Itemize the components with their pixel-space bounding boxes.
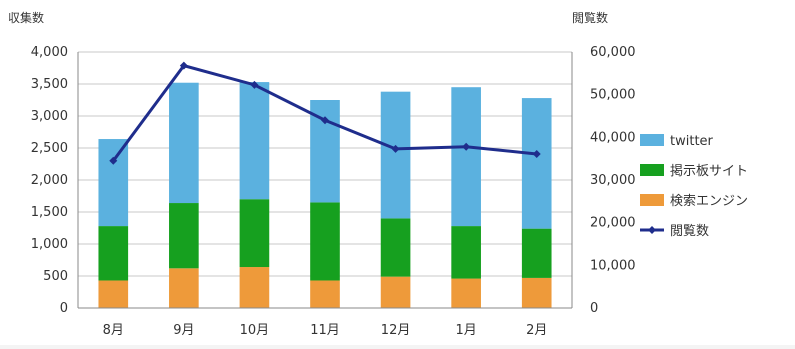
legend-swatch bbox=[640, 164, 664, 176]
bar-segment bbox=[169, 203, 199, 269]
line-point bbox=[179, 61, 188, 70]
category-label: 8月 bbox=[103, 323, 124, 338]
left-tick-label: 4,000 bbox=[31, 45, 68, 60]
bar-segment bbox=[169, 82, 199, 204]
legend-label: 掲示板サイト bbox=[670, 163, 748, 179]
axis-labels: 収集数 閲覧数 bbox=[8, 10, 608, 25]
bar-segment bbox=[521, 98, 552, 229]
line-point bbox=[109, 156, 118, 165]
line-point bbox=[321, 116, 329, 125]
left-tick-label: 3,000 bbox=[31, 109, 68, 124]
legend-swatch bbox=[640, 194, 664, 206]
left-tick-label: 1,500 bbox=[31, 205, 68, 220]
legend-marker bbox=[648, 226, 656, 234]
legend-label: 検索エンジン bbox=[670, 194, 748, 209]
right-tick-label: 40,000 bbox=[590, 130, 636, 145]
stacked-bars bbox=[98, 82, 552, 308]
right-tick-label: 10,000 bbox=[590, 258, 636, 273]
legend-swatch bbox=[640, 134, 664, 146]
bar-segment bbox=[451, 87, 481, 227]
right-tick-label: 0 bbox=[590, 301, 598, 316]
right-tick-label: 50,000 bbox=[590, 88, 636, 103]
bar-segment bbox=[451, 278, 481, 308]
left-tick-label: 1,000 bbox=[31, 237, 68, 252]
category-label: 1月 bbox=[456, 323, 477, 338]
left-axis-title: 収集数 bbox=[8, 10, 44, 25]
view-count-line bbox=[109, 61, 541, 165]
bar-segment bbox=[98, 280, 129, 308]
right-axis-title: 閲覧数 bbox=[572, 10, 608, 25]
bar-segment bbox=[380, 276, 411, 308]
right-tick-label: 30,000 bbox=[590, 173, 636, 188]
bar-segment bbox=[380, 91, 411, 219]
category-label: 11月 bbox=[310, 323, 340, 338]
left-tick-label: 500 bbox=[43, 269, 68, 284]
bar-segment bbox=[380, 218, 411, 277]
left-tick-label: 2,500 bbox=[31, 141, 68, 156]
axes: 0 500 1,000 1,500 2,000 2,500 3,000 3,500 4,000 0… bbox=[31, 45, 636, 338]
bar-segment bbox=[310, 202, 340, 281]
right-tick-label: 60,000 bbox=[590, 45, 636, 60]
line-point bbox=[532, 149, 541, 158]
legend-label: twitter bbox=[670, 134, 714, 149]
left-tick-label: 3,500 bbox=[31, 77, 68, 92]
bar-segment bbox=[521, 228, 552, 278]
category-label: 9月 bbox=[173, 323, 194, 338]
bar-segment bbox=[310, 280, 340, 308]
left-tick-label: 2,000 bbox=[31, 173, 68, 188]
category-label: 10月 bbox=[240, 323, 270, 338]
bar-segment bbox=[98, 139, 129, 227]
left-tick-label: 0 bbox=[60, 301, 68, 316]
bar-segment bbox=[169, 268, 199, 308]
line-point bbox=[391, 144, 400, 153]
category-label: 12月 bbox=[381, 323, 411, 338]
bar-segment bbox=[98, 226, 129, 281]
bar-segment bbox=[521, 277, 552, 308]
bar-segment bbox=[239, 82, 270, 200]
bar-segment bbox=[239, 267, 270, 308]
right-tick-label: 20,000 bbox=[590, 216, 636, 231]
bar-segment bbox=[451, 226, 481, 279]
category-label: 2月 bbox=[526, 323, 547, 338]
bar-segment bbox=[239, 199, 270, 268]
line-point bbox=[462, 142, 471, 151]
legend-label: 閲覧数 bbox=[670, 223, 709, 239]
line-point bbox=[250, 80, 259, 89]
